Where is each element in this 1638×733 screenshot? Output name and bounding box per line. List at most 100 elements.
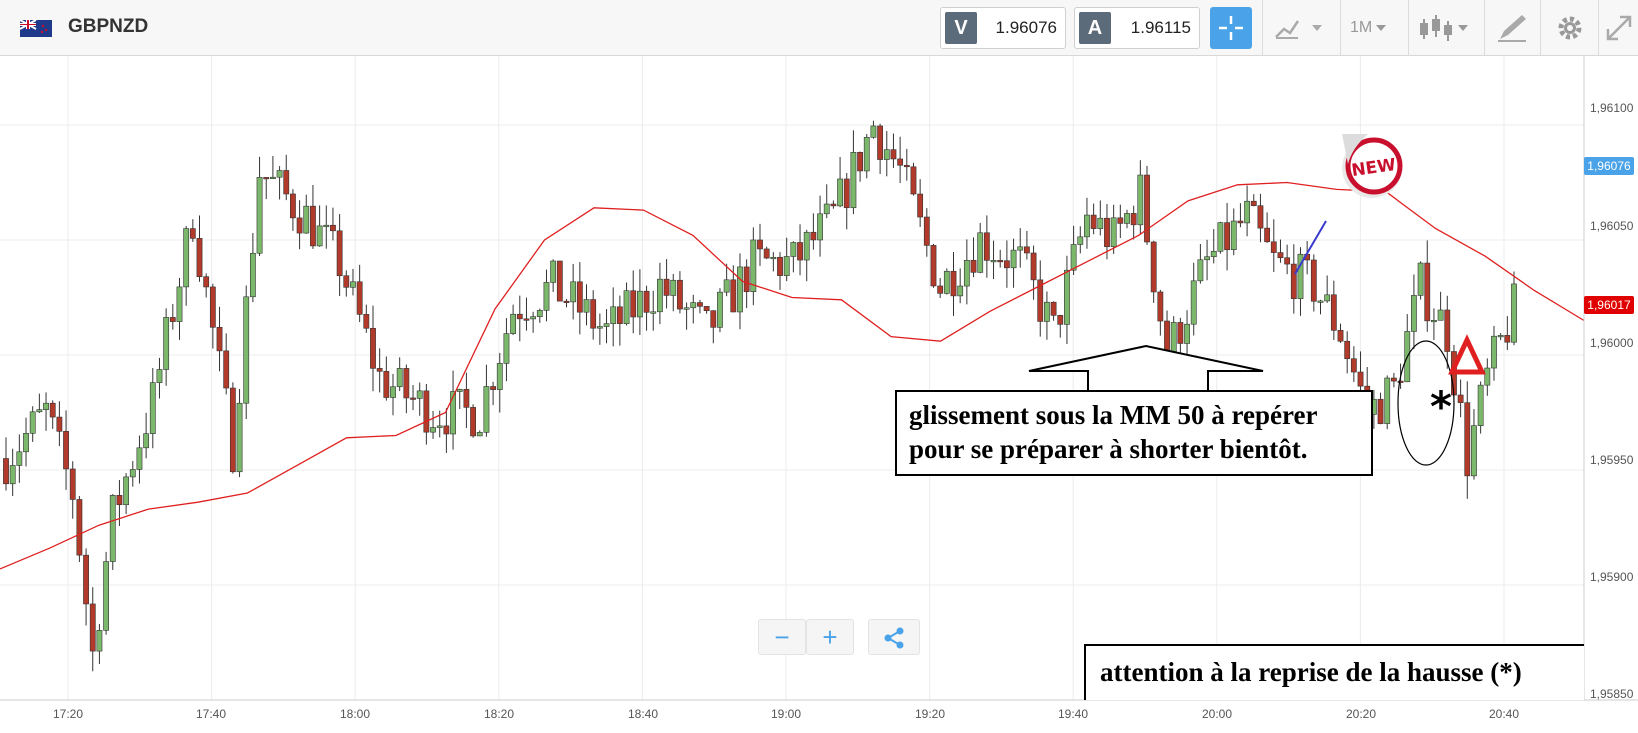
sell-price: 1.96076 <box>995 18 1057 37</box>
candle-bullish <box>456 388 463 392</box>
candle-bearish <box>403 368 410 399</box>
candle-bullish <box>1190 280 1197 325</box>
candle-bearish <box>730 279 737 313</box>
candle-bearish <box>310 205 316 247</box>
timeframe-selector[interactable]: 1M <box>1350 7 1387 49</box>
zoom-out-button[interactable]: − <box>758 619 806 655</box>
asterisk-marker: * <box>1430 382 1452 431</box>
sell-quote-button[interactable]: V 1.96076 <box>940 7 1066 49</box>
candle-bullish <box>1230 220 1237 251</box>
candle-bullish <box>1097 217 1104 229</box>
candle-bearish <box>1457 394 1464 403</box>
candle-bullish <box>1431 320 1437 323</box>
candle-bullish <box>1137 174 1144 226</box>
candle-bearish <box>1284 257 1291 265</box>
candle-bearish <box>703 306 710 312</box>
candle-bullish <box>1124 213 1130 224</box>
candle-bearish <box>1104 217 1110 247</box>
candle-bullish <box>823 203 830 215</box>
candle-bearish <box>1277 252 1284 259</box>
candle-bearish <box>290 193 296 219</box>
blue-trendline <box>1294 220 1327 275</box>
candle-bearish <box>910 166 917 195</box>
candle-bearish <box>1177 322 1184 344</box>
candle-bullish <box>783 256 790 276</box>
candle-bearish <box>89 603 96 652</box>
chart-type-button[interactable] <box>1418 7 1478 49</box>
zoom-in-button[interactable]: + <box>806 619 854 655</box>
candle-bearish <box>950 270 957 297</box>
slide-annotation-box: glissement sous la MM 50 à repérer pour … <box>895 390 1373 476</box>
share-icon <box>884 627 904 649</box>
candle-bullish <box>1384 377 1391 424</box>
candle-bullish <box>636 290 643 318</box>
candle-bearish <box>997 260 1004 263</box>
candle-bearish <box>1037 279 1044 322</box>
candle-bullish <box>723 279 730 293</box>
ma-price-tag: 1,96017 <box>1584 296 1634 314</box>
timeframe-label: 1M <box>1350 19 1373 36</box>
line-chart-icon <box>1275 20 1322 39</box>
crosshair-icon <box>1219 16 1243 40</box>
candle-bearish <box>490 386 496 390</box>
candle-bearish <box>810 231 817 241</box>
candle-bullish <box>603 323 610 327</box>
candle-bullish <box>510 313 517 334</box>
candle-bullish <box>550 260 557 283</box>
candle-bullish <box>350 281 356 288</box>
candle-bearish <box>1290 263 1297 299</box>
candle-bearish <box>937 285 944 294</box>
candle-bearish <box>556 260 563 302</box>
candle-bearish <box>857 151 863 172</box>
candle-bullish <box>249 252 256 298</box>
candle-bearish <box>116 495 123 506</box>
candle-bearish <box>336 230 343 277</box>
candle-bullish <box>1317 300 1324 303</box>
candle-bullish <box>657 278 663 313</box>
candle-bullish <box>543 282 550 311</box>
candle-bearish <box>63 431 69 470</box>
slide-annotation-line1: glissement sous la MM 50 à repérer <box>909 400 1318 430</box>
x-tick-label: 17:20 <box>52 707 84 721</box>
candle-bearish <box>69 468 76 500</box>
gear-icon <box>1558 16 1582 40</box>
candle-bullish <box>690 302 697 309</box>
x-tick-label: 20:40 <box>1488 707 1520 721</box>
candle-bullish <box>650 311 657 314</box>
candle-bullish <box>1417 262 1424 296</box>
candle-bearish <box>283 170 290 195</box>
current-price-tag: 1,96076 <box>1584 157 1634 175</box>
candle-bearish <box>1250 200 1257 206</box>
candle-bearish <box>3 458 9 485</box>
fullscreen-button[interactable] <box>1600 7 1638 49</box>
candle-bullish <box>1324 294 1331 302</box>
candle-bearish <box>616 306 623 324</box>
candle-bullish <box>149 382 156 434</box>
candle-bullish <box>430 427 436 433</box>
candlestick-chart[interactable] <box>0 56 1638 733</box>
candle-bullish <box>750 239 757 292</box>
candle-bearish <box>523 318 530 321</box>
candle-bearish <box>763 248 770 259</box>
sell-letter: V <box>945 12 977 44</box>
share-button[interactable] <box>868 619 920 655</box>
drawing-tools-button[interactable] <box>1490 7 1534 49</box>
candle-bullish <box>596 326 603 329</box>
candle-bearish <box>1397 380 1404 383</box>
candle-bearish <box>777 256 783 276</box>
crosshair-button[interactable] <box>1210 7 1252 49</box>
indicators-button[interactable] <box>1272 7 1334 49</box>
y-tick-label: 1,95950 <box>1590 453 1634 467</box>
settings-button[interactable] <box>1548 7 1592 49</box>
candle-bullish <box>670 279 677 296</box>
buy-quote-button[interactable]: A 1.96115 <box>1074 7 1200 49</box>
candle-bullish <box>1077 236 1084 245</box>
candle-bullish <box>496 363 503 390</box>
candle-bearish <box>710 310 717 328</box>
candle-bearish <box>463 388 470 408</box>
candle-bullish <box>96 630 103 652</box>
candle-bullish <box>1210 250 1217 258</box>
candle-bullish <box>1010 249 1017 269</box>
candle-bullish <box>1297 253 1304 299</box>
candle-bearish <box>697 302 703 307</box>
